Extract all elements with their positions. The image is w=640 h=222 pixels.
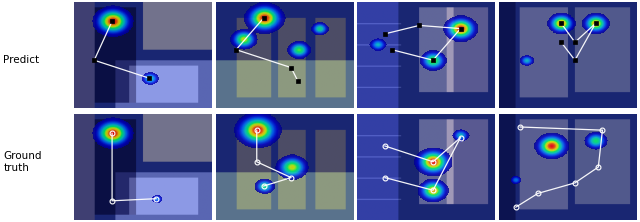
- Text: Ground
truth: Ground truth: [3, 151, 42, 173]
- Text: Predict: Predict: [3, 55, 39, 65]
